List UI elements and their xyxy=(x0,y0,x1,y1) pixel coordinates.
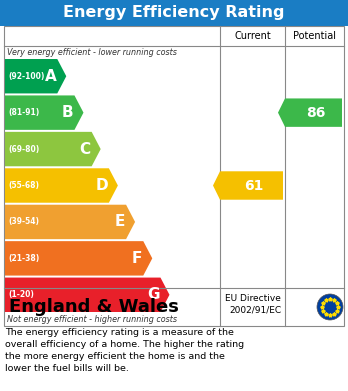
Text: England & Wales: England & Wales xyxy=(9,298,179,316)
Text: E: E xyxy=(115,214,125,230)
Text: (81-91): (81-91) xyxy=(8,108,39,117)
Polygon shape xyxy=(5,168,118,203)
Text: (21-38): (21-38) xyxy=(8,254,39,263)
Polygon shape xyxy=(5,132,101,166)
Text: (69-80): (69-80) xyxy=(8,145,39,154)
Text: (39-54): (39-54) xyxy=(8,217,39,226)
Text: Not energy efficient - higher running costs: Not energy efficient - higher running co… xyxy=(7,316,177,325)
Circle shape xyxy=(317,294,343,320)
Text: Potential: Potential xyxy=(293,31,336,41)
Bar xyxy=(4,26,344,326)
Polygon shape xyxy=(5,278,169,312)
Polygon shape xyxy=(5,95,84,130)
Text: (92-100): (92-100) xyxy=(8,72,45,81)
Text: Current: Current xyxy=(234,31,271,41)
Text: 61: 61 xyxy=(244,179,263,192)
Polygon shape xyxy=(213,171,283,200)
Polygon shape xyxy=(5,241,152,276)
Polygon shape xyxy=(5,59,66,93)
Text: A: A xyxy=(45,69,56,84)
Text: C: C xyxy=(80,142,91,156)
Text: B: B xyxy=(62,105,73,120)
Text: G: G xyxy=(147,287,159,302)
Text: F: F xyxy=(132,251,142,266)
Text: Energy Efficiency Rating: Energy Efficiency Rating xyxy=(63,5,285,20)
Polygon shape xyxy=(5,205,135,239)
Polygon shape xyxy=(278,99,342,127)
Bar xyxy=(0,0,348,26)
Text: (55-68): (55-68) xyxy=(8,181,39,190)
Text: (1-20): (1-20) xyxy=(8,290,34,299)
Text: D: D xyxy=(95,178,108,193)
Text: The energy efficiency rating is a measure of the
overall efficiency of a home. T: The energy efficiency rating is a measur… xyxy=(5,328,244,373)
Text: EU Directive
2002/91/EC: EU Directive 2002/91/EC xyxy=(225,294,281,314)
Text: Very energy efficient - lower running costs: Very energy efficient - lower running co… xyxy=(7,48,177,57)
Text: 86: 86 xyxy=(306,106,325,120)
